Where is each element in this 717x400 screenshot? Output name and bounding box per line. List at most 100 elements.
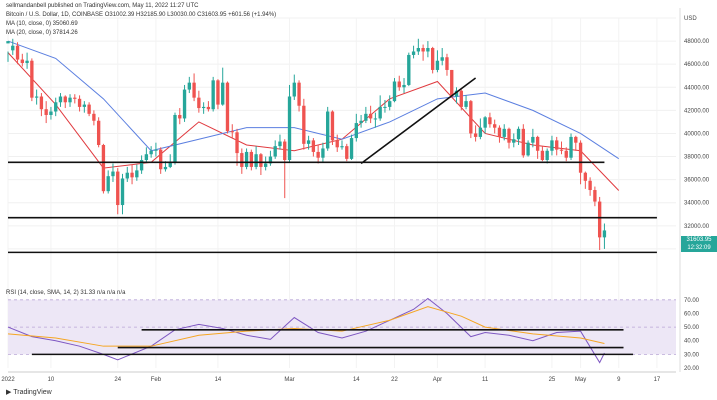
candle-down: [159, 149, 163, 170]
candle-up: [25, 60, 29, 64]
x-tick-label: 14: [353, 377, 360, 383]
candle-down: [297, 82, 301, 106]
candle-up: [173, 114, 177, 163]
candle-up: [139, 160, 144, 171]
x-tick-label: 17: [654, 377, 661, 383]
candle-down: [445, 57, 449, 70]
y-tick-label: 40000.00: [684, 131, 710, 137]
candle-down: [345, 146, 349, 159]
tradingview-brand: TradingView: [13, 389, 52, 396]
candle-down: [30, 60, 34, 98]
candle-up: [211, 80, 215, 110]
candle-down: [540, 150, 545, 161]
candle-down: [430, 48, 435, 70]
candle-down: [225, 82, 230, 132]
candle-down: [249, 151, 254, 167]
x-tick-label: 9: [617, 377, 621, 383]
rsi-line: [7, 297, 605, 364]
candle-up: [464, 101, 468, 107]
candle-down: [330, 111, 335, 141]
candle-down: [230, 131, 234, 133]
candle-up: [182, 89, 187, 119]
rsi-band: [8, 299, 676, 355]
candle-down: [39, 96, 44, 110]
candle-down: [216, 80, 220, 105]
candle-down: [583, 172, 588, 181]
candle-up: [407, 54, 411, 85]
candle-down: [559, 149, 564, 151]
candle-up: [569, 136, 573, 158]
candle-up: [201, 106, 206, 109]
candle-up: [483, 117, 487, 128]
x-tick-label: May: [575, 377, 586, 383]
candle-up: [364, 113, 368, 121]
y-tick-label: 38000.00: [684, 155, 710, 161]
y-tick-label: 42000.00: [684, 108, 710, 114]
candle-down: [335, 140, 339, 148]
y-tick-label: USD: [684, 16, 697, 22]
candle-down: [73, 97, 77, 99]
candle-up: [11, 45, 15, 51]
candle-up: [359, 120, 363, 124]
candle-up: [49, 111, 53, 115]
x-tick-label: Apr: [433, 377, 442, 383]
rsi-tick-label: 50.00: [684, 325, 700, 331]
candle-down: [421, 48, 425, 52]
candle-down: [564, 150, 568, 158]
candle-down: [283, 141, 287, 161]
candle-down: [92, 113, 96, 121]
candle-down: [20, 59, 24, 64]
candle-up: [221, 82, 225, 105]
candle-up: [106, 176, 110, 192]
candle-down: [535, 136, 540, 151]
rsi-tick-label: 30.00: [684, 352, 700, 358]
candle-down: [597, 201, 602, 238]
candle-down: [130, 172, 134, 178]
candle-up: [502, 128, 506, 137]
candle-up: [602, 230, 607, 238]
candle-up: [68, 97, 72, 103]
rsi-tick-label: 20.00: [684, 366, 700, 372]
candle-down: [311, 140, 316, 152]
rsi-sma-line: [7, 306, 605, 347]
candle-up: [326, 111, 330, 149]
candle-up: [411, 51, 416, 55]
candle-up: [526, 142, 530, 156]
candle-up: [287, 96, 292, 161]
candle-up: [125, 172, 129, 179]
candle-down: [96, 120, 101, 145]
rsi-legend: RSI (14, close, SMA, 14, 2) 31.33 n/a n/…: [6, 290, 126, 296]
x-tick-label: 10: [48, 377, 55, 383]
candle-up: [163, 166, 168, 170]
candle-down: [555, 140, 559, 150]
candle-down: [488, 117, 492, 125]
candle-down: [116, 171, 120, 206]
candle-up: [168, 162, 172, 167]
candle-up: [440, 57, 444, 61]
x-tick-label: Mar: [284, 377, 294, 383]
candle-down: [593, 190, 597, 202]
tradingview-icon: ▶: [6, 389, 12, 396]
candle-down: [493, 124, 497, 128]
candle-up: [349, 138, 354, 159]
symbol-line: Bitcoin / U.S. Dollar, 1D, COINBASE O310…: [6, 12, 277, 18]
x-tick-label: 11: [482, 377, 489, 383]
candle-down: [206, 106, 211, 110]
candle-up: [378, 106, 382, 119]
candle-up: [516, 128, 521, 140]
candle-down: [192, 82, 196, 98]
candle-up: [135, 170, 139, 178]
candle-down: [459, 90, 463, 107]
rsi-tick-label: 70.00: [684, 298, 700, 304]
candle-up: [120, 178, 125, 206]
candle-down: [588, 180, 592, 191]
candle-down: [101, 145, 106, 192]
y-tick-label: 34000.00: [684, 201, 710, 207]
x-tick-label: 2022: [1, 377, 15, 383]
tradingview-logo[interactable]: ▶ TradingView: [6, 388, 52, 396]
y-tick-label: 36000.00: [684, 178, 710, 184]
price-tag: 31603.95 12:32:09: [681, 236, 717, 252]
price-tag-time: 12:32:09: [687, 245, 711, 251]
candle-down: [77, 98, 82, 107]
candle-down: [450, 69, 454, 97]
